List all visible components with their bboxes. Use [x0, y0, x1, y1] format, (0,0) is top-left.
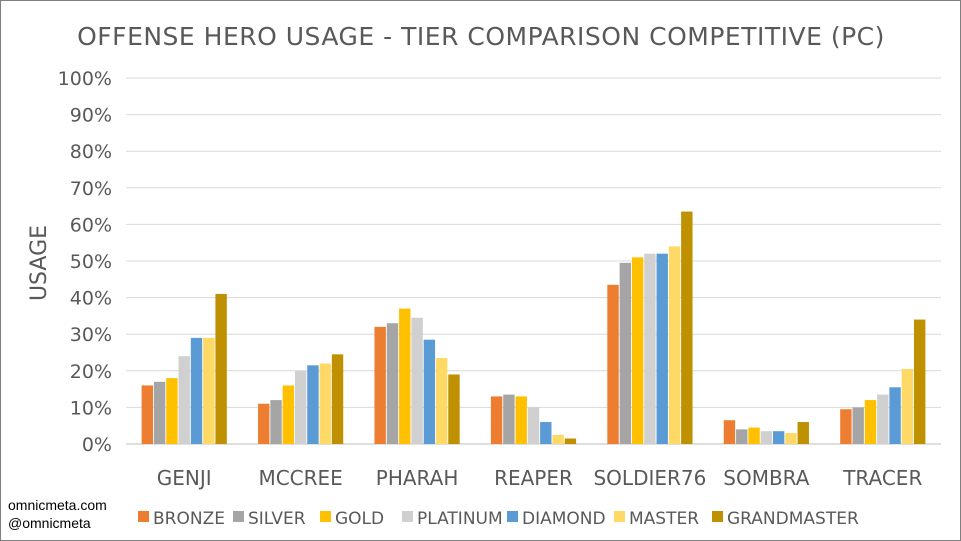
y-tick-label: 70% — [70, 178, 112, 200]
bar-grandmaster-pharah — [448, 374, 460, 444]
bar-master-pharah — [435, 357, 448, 444]
y-axis-ticks: 0% 10% 20% 30% 40% 50% 60% 70% 80% 90% 100% — [58, 68, 112, 456]
bar-bronze-sombra — [723, 420, 736, 444]
y-tick-label: 50% — [70, 251, 112, 273]
bar-platinum-mccree — [294, 370, 307, 444]
bar-master-soldier76 — [668, 246, 681, 444]
bar-diamond-pharah — [423, 339, 436, 444]
credit-handle: @omnicmeta — [8, 515, 91, 531]
chart-title: OFFENSE HERO USAGE - TIER COMPARISON COM… — [77, 22, 885, 51]
bars — [141, 211, 926, 444]
bar-gold-soldier76 — [631, 257, 644, 444]
x-tick-label: REAPER — [494, 466, 573, 490]
bar-platinum-tracer — [877, 394, 889, 444]
y-tick-label: 10% — [70, 397, 112, 419]
legend-label-diamond: DIAMOND — [522, 509, 606, 529]
bar-diamond-reaper — [540, 422, 552, 444]
bar-bronze-pharah — [374, 326, 386, 444]
legend-label-master: MASTER — [629, 509, 699, 529]
bar-platinum-sombra — [760, 431, 773, 444]
bar-bronze-mccree — [258, 403, 270, 444]
bar-bronze-soldier76 — [607, 284, 619, 444]
y-tick-label: 100% — [58, 68, 112, 90]
legend-swatch-gold — [320, 511, 331, 522]
x-tick-label: TRACER — [842, 466, 922, 490]
bar-grandmaster-mccree — [331, 354, 344, 444]
legend-swatch-silver — [233, 511, 244, 522]
bar-platinum-pharah — [411, 317, 423, 444]
y-tick-label: 30% — [70, 324, 112, 346]
legend-label-gold: GOLD — [335, 509, 384, 529]
legend-swatch-diamond — [507, 511, 518, 522]
bar-diamond-mccree — [307, 365, 319, 444]
legend-swatch-platinum — [402, 511, 413, 522]
bar-bronze-reaper — [490, 396, 503, 444]
bar-master-tracer — [901, 368, 914, 444]
bar-diamond-tracer — [889, 387, 901, 444]
bar-grandmaster-sombra — [797, 422, 809, 444]
bar-grandmaster-tracer — [913, 319, 926, 444]
bar-master-genji — [203, 337, 215, 444]
bar-silver-pharah — [386, 323, 399, 444]
legend-swatch-bronze — [138, 511, 149, 522]
x-tick-label: SOMBRA — [723, 466, 810, 490]
x-tick-label: PHARAH — [376, 466, 459, 490]
bar-bronze-tracer — [840, 409, 852, 444]
bar-gold-pharah — [399, 308, 411, 444]
legend-swatch-grandmaster — [712, 511, 723, 522]
bar-gold-sombra — [748, 427, 760, 444]
bar-silver-reaper — [503, 394, 515, 444]
bar-gold-reaper — [515, 396, 527, 444]
bar-grandmaster-soldier76 — [681, 211, 693, 444]
legend-label-bronze: BRONZE — [153, 509, 225, 529]
x-tick-label: MCCREE — [258, 466, 342, 490]
bar-master-mccree — [319, 363, 331, 444]
bar-platinum-soldier76 — [644, 253, 656, 444]
x-tick-label: GENJI — [157, 466, 212, 490]
x-axis-ticks: GENJI MCCREE PHARAH REAPER SOLDIER76 SOMBRA TR… — [157, 466, 923, 490]
x-tick-label: SOLDIER76 — [593, 466, 706, 490]
bar-silver-genji — [153, 381, 166, 444]
bar-grandmaster-reaper — [564, 438, 577, 444]
bar-silver-tracer — [852, 407, 864, 444]
legend-swatch-master — [614, 511, 625, 522]
bar-diamond-genji — [190, 337, 203, 444]
y-tick-label: 80% — [70, 141, 112, 163]
y-tick-label: 90% — [70, 105, 112, 127]
bar-silver-soldier76 — [619, 262, 632, 444]
gridlines — [126, 77, 941, 445]
y-tick-label: 40% — [70, 288, 112, 310]
legend-label-silver: SILVER — [248, 509, 306, 529]
bar-diamond-soldier76 — [656, 253, 668, 444]
bar-silver-sombra — [736, 429, 748, 444]
bar-diamond-sombra — [772, 431, 785, 444]
y-tick-label: 0% — [82, 434, 112, 456]
legend: BRONZE SILVER GOLD PLATINUM DIAMOND MASTER GRA… — [138, 509, 859, 529]
y-tick-label: 60% — [70, 214, 112, 236]
bar-silver-mccree — [270, 400, 282, 444]
bar-gold-mccree — [282, 385, 295, 444]
credit-site: omnicmeta.com — [8, 497, 107, 513]
bar-gold-tracer — [864, 400, 877, 444]
bar-platinum-genji — [178, 356, 190, 444]
bar-bronze-genji — [141, 385, 154, 444]
legend-label-grandmaster: GRANDMASTER — [727, 509, 859, 529]
bar-gold-genji — [166, 378, 178, 444]
bar-grandmaster-genji — [215, 293, 227, 444]
y-axis-label: USAGE — [27, 225, 52, 301]
bar-master-sombra — [785, 433, 797, 444]
bar-platinum-reaper — [527, 407, 540, 444]
bar-master-reaper — [552, 434, 564, 444]
legend-label-platinum: PLATINUM — [417, 509, 503, 529]
y-tick-label: 20% — [70, 361, 112, 383]
